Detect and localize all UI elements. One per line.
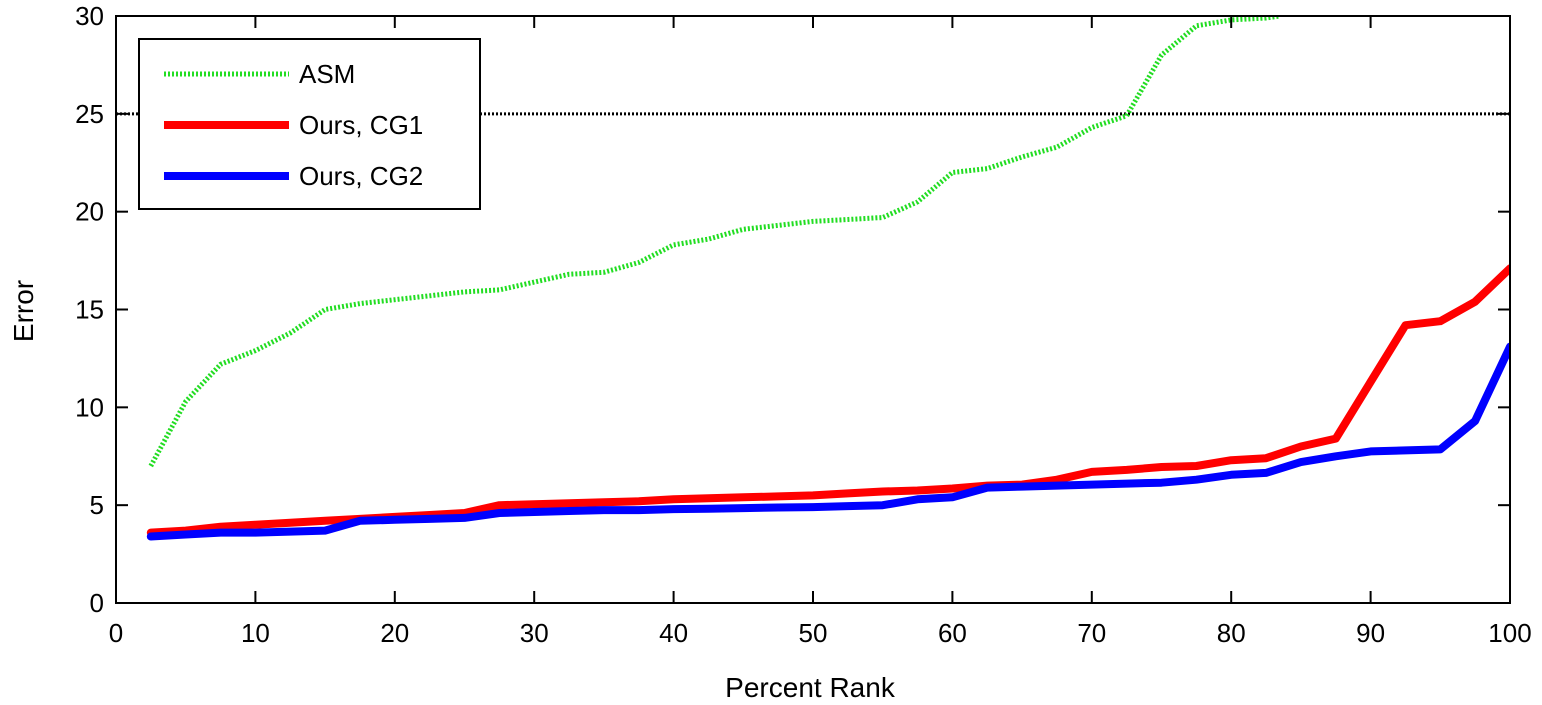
series-line-2 — [146, 264, 1510, 537]
y-tick-label: 30 — [75, 1, 104, 31]
x-tick-label: 10 — [241, 618, 270, 648]
y-tick-label: 20 — [75, 197, 104, 227]
x-tick-label: 100 — [1488, 618, 1531, 648]
y-tick-label: 10 — [75, 392, 104, 422]
legend-label-1: ASM — [299, 59, 355, 89]
plot-layer — [116, 16, 1510, 541]
axes-layer: 0 10 20 30 40 50 60 70 80 90 100 0 5 10 15 20 25 30 — [75, 1, 1532, 648]
legend-label-3: Ours, CG2 — [299, 161, 423, 191]
x-tick-label: 0 — [109, 618, 123, 648]
y-tick-label: 5 — [90, 490, 104, 520]
x-tick-label: 70 — [1077, 618, 1106, 648]
x-tick-label: 80 — [1217, 618, 1246, 648]
x-axis-label: Percent Rank — [725, 672, 896, 703]
series-line-3 — [146, 342, 1510, 541]
x-tick-label: 90 — [1356, 618, 1385, 648]
y-tick-label: 0 — [90, 588, 104, 618]
x-tick-label: 50 — [799, 618, 828, 648]
y-tick-label: 25 — [75, 99, 104, 129]
x-tick-label: 40 — [659, 618, 688, 648]
y-axis-label: Error — [8, 280, 39, 342]
x-tick-label: 30 — [520, 618, 549, 648]
series-line-1 — [148, 16, 1281, 468]
legend: ASM Ours, CG1 Ours, CG2 — [138, 38, 481, 210]
y-tick-label: 15 — [75, 295, 104, 325]
legend-label-2: Ours, CG1 — [299, 110, 423, 140]
x-tick-label: 20 — [380, 618, 409, 648]
x-tick-label: 60 — [938, 618, 967, 648]
plot-area — [116, 16, 1510, 541]
